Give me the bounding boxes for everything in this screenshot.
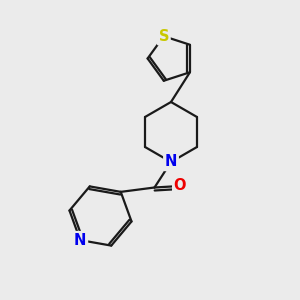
Text: N: N [165, 154, 177, 169]
Text: N: N [74, 232, 86, 247]
Text: O: O [174, 178, 186, 194]
Text: S: S [158, 29, 169, 44]
